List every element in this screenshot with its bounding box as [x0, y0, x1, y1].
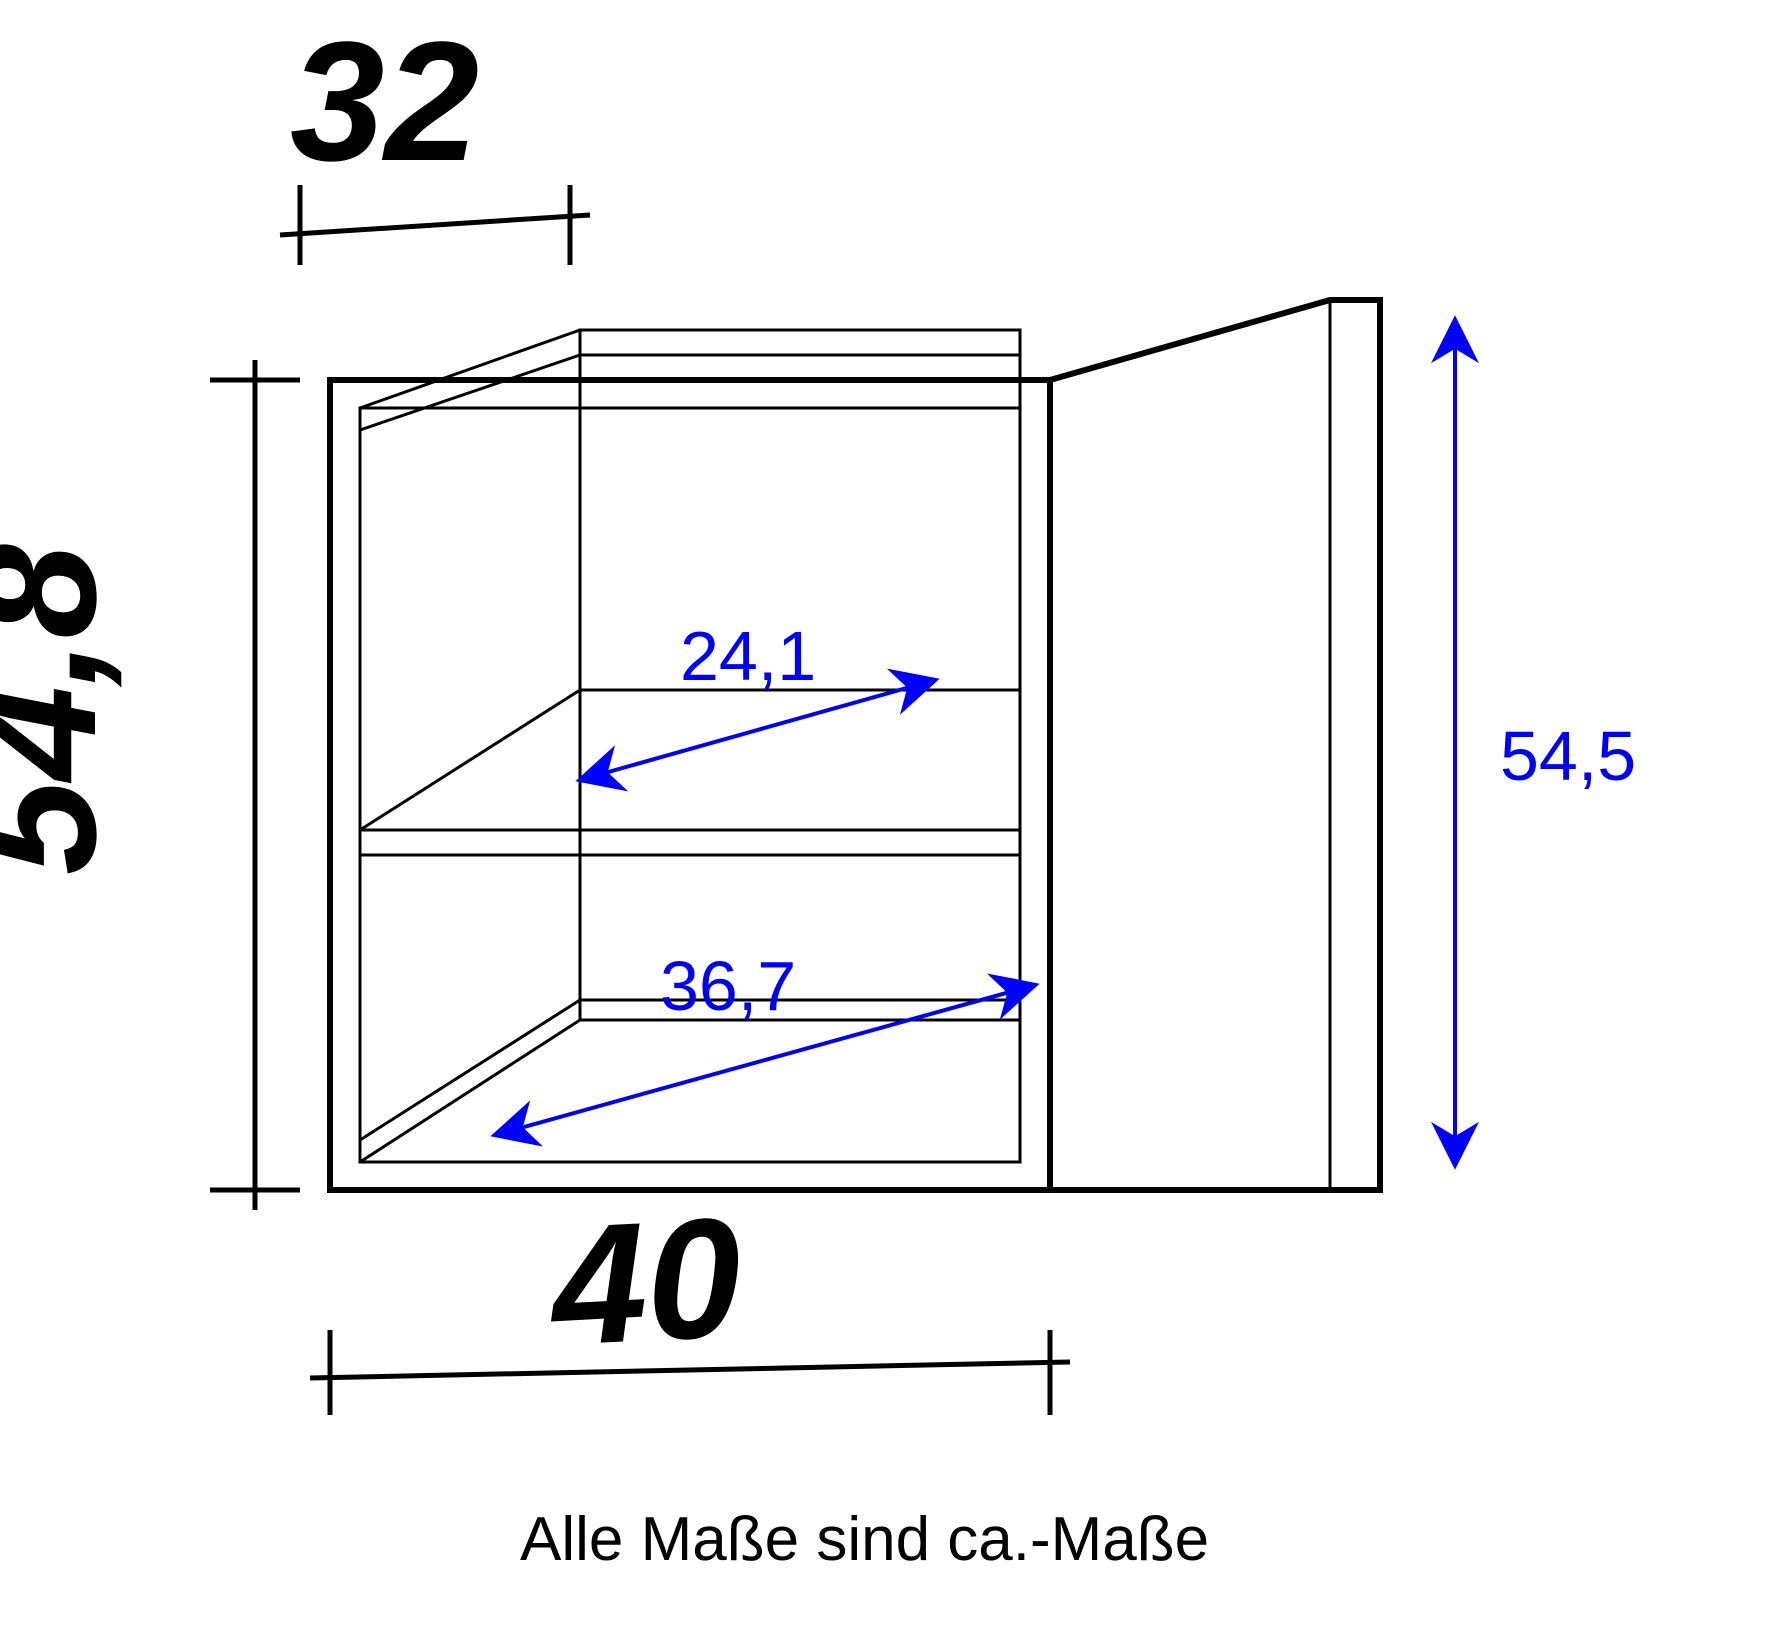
caption-text: Alle Maße sind ca.-Maße — [520, 1505, 1209, 1574]
cabinet-body — [330, 330, 1050, 1190]
dim-height-ticks — [210, 360, 300, 1210]
cabinet-dimension-diagram: 32 54,8 40 24,1 36,7 54,5 Alle Maße sind… — [0, 0, 1777, 1629]
shelf — [360, 690, 1020, 855]
cabinet-door — [1050, 300, 1380, 1190]
dim-depth-label: 32 — [290, 7, 479, 197]
dim-height-label: 54,8 — [0, 544, 132, 875]
dim-shelf-depth-label: 24,1 — [680, 617, 816, 695]
dim-width-label: 40 — [544, 1182, 746, 1382]
dim-depth-ticks — [280, 185, 590, 265]
dim-inner-width-label: 36,7 — [660, 947, 796, 1025]
dim-shelf-depth-arrow — [580, 680, 935, 780]
dim-inner-height-label: 54,5 — [1500, 717, 1636, 795]
